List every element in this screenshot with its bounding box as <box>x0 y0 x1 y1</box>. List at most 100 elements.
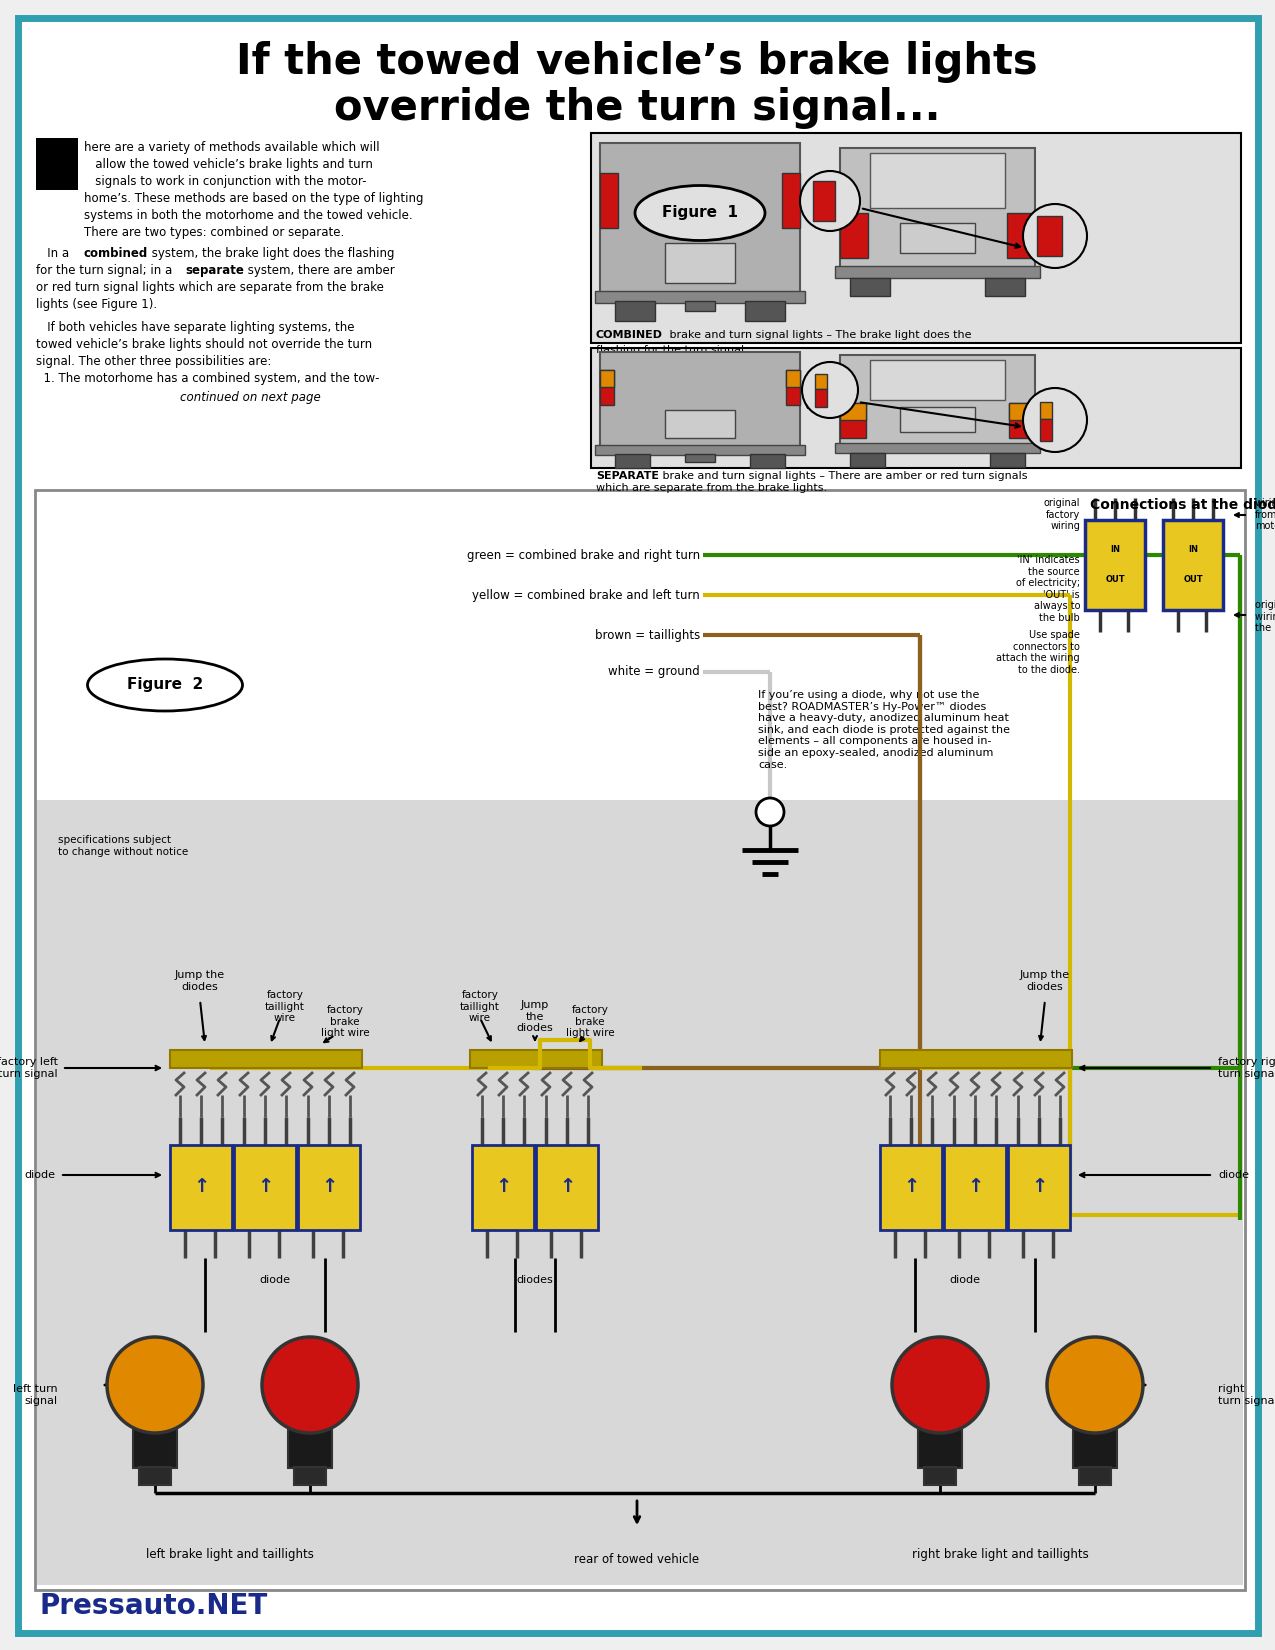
Bar <box>685 300 715 310</box>
Text: If both vehicles have separate lighting systems, the: If both vehicles have separate lighting … <box>36 322 354 333</box>
Text: Use spade
connectors to
attach the wiring
to the diode.: Use spade connectors to attach the wirin… <box>996 630 1080 675</box>
Bar <box>835 442 1040 454</box>
Text: SEPARATE: SEPARATE <box>595 470 659 482</box>
Text: separate: separate <box>185 264 244 277</box>
Bar <box>595 446 805 455</box>
Text: combined: combined <box>84 248 148 261</box>
Circle shape <box>799 172 861 231</box>
Bar <box>592 134 1241 343</box>
Bar <box>666 409 734 437</box>
Text: white = ground: white = ground <box>608 665 700 678</box>
Text: Jump the
diodes: Jump the diodes <box>175 970 226 992</box>
Text: ↑: ↑ <box>256 1178 273 1196</box>
Text: If you’re using a diode, why not use the
best? ROADMASTER’s Hy-Power™ diodes
hav: If you’re using a diode, why not use the… <box>759 690 1010 769</box>
Bar <box>133 1427 177 1468</box>
Bar <box>850 454 885 467</box>
Bar <box>840 403 866 437</box>
Bar <box>472 1145 534 1229</box>
Text: here are a variety of methods available which will: here are a variety of methods available … <box>84 140 380 153</box>
Bar <box>170 1049 362 1068</box>
Bar <box>840 403 866 421</box>
Text: override the turn signal...: override the turn signal... <box>334 87 940 129</box>
Bar <box>298 1145 360 1229</box>
Bar <box>601 144 799 294</box>
Text: ↑: ↑ <box>903 1178 919 1196</box>
Bar <box>785 370 799 404</box>
Text: specifications subject
to change without notice: specifications subject to change without… <box>57 835 189 856</box>
Text: systems in both the motorhome and the towed vehicle.: systems in both the motorhome and the to… <box>84 210 413 223</box>
Text: left brake light and taillights: left brake light and taillights <box>147 1548 314 1561</box>
Bar <box>870 360 1005 399</box>
Text: Pressauto.NET: Pressauto.NET <box>40 1592 268 1620</box>
Text: system, there are amber: system, there are amber <box>244 264 395 277</box>
Text: Connections at the diode...: Connections at the diode... <box>1090 498 1275 512</box>
Bar <box>601 351 799 447</box>
Circle shape <box>261 1336 358 1432</box>
Bar <box>666 243 734 284</box>
Circle shape <box>1047 1336 1142 1432</box>
Bar <box>835 266 1040 277</box>
Text: ↑: ↑ <box>321 1178 337 1196</box>
Circle shape <box>756 799 784 827</box>
Text: rear of towed vehicle: rear of towed vehicle <box>575 1553 700 1566</box>
Bar <box>536 1145 598 1229</box>
Bar <box>601 173 618 228</box>
Text: left turn
signal: left turn signal <box>13 1384 57 1406</box>
Circle shape <box>892 1336 988 1432</box>
Text: signal. The other three possibilities are:: signal. The other three possibilities ar… <box>36 355 272 368</box>
Bar <box>36 139 78 190</box>
Bar <box>900 408 975 432</box>
Bar <box>989 454 1025 467</box>
Text: right brake light and taillights: right brake light and taillights <box>912 1548 1089 1561</box>
Circle shape <box>1023 205 1088 267</box>
Bar <box>785 370 799 388</box>
Bar <box>601 370 615 404</box>
Bar <box>1079 1467 1111 1485</box>
Circle shape <box>802 361 858 417</box>
Text: ↑: ↑ <box>966 1178 983 1196</box>
Text: 'IN' indicates
the source
of electricity;
'OUT' is
always to
the bulb: 'IN' indicates the source of electricity… <box>1016 554 1080 624</box>
Text: Jump the
diodes: Jump the diodes <box>1020 970 1070 992</box>
Text: yellow = combined brake and left turn: yellow = combined brake and left turn <box>472 589 700 602</box>
Bar <box>615 454 650 469</box>
Text: COMBINED: COMBINED <box>595 330 663 340</box>
Bar <box>1037 216 1062 256</box>
Bar <box>924 1467 956 1485</box>
Bar <box>880 1145 942 1229</box>
Bar <box>295 1467 326 1485</box>
Text: signals to work in conjunction with the motor-: signals to work in conjunction with the … <box>84 175 366 188</box>
Text: right
turn signal: right turn signal <box>1218 1384 1275 1406</box>
Bar <box>840 148 1035 267</box>
Text: ↑: ↑ <box>1030 1178 1047 1196</box>
Bar <box>37 800 1243 1586</box>
Text: home’s. These methods are based on the type of lighting: home’s. These methods are based on the t… <box>84 191 423 205</box>
Text: original factory
wiring to
the bulb: original factory wiring to the bulb <box>1255 601 1275 634</box>
Text: 1. The motorhome has a combined system, and the tow-: 1. The motorhome has a combined system, … <box>36 371 380 384</box>
Text: for the turn signal; in a: for the turn signal; in a <box>36 264 176 277</box>
Text: or red turn signal lights which are separate from the brake: or red turn signal lights which are sepa… <box>36 280 384 294</box>
Bar <box>1009 1145 1070 1229</box>
Text: IN: IN <box>1111 546 1119 554</box>
Text: lights (see Figure 1).: lights (see Figure 1). <box>36 299 157 310</box>
Bar <box>685 454 715 462</box>
Text: green = combined brake and right turn: green = combined brake and right turn <box>467 548 700 561</box>
Text: diode: diode <box>950 1275 980 1285</box>
Bar <box>1009 403 1035 437</box>
Bar <box>782 173 799 228</box>
Text: brake and turn signal lights – There are amber or red turn signals: brake and turn signal lights – There are… <box>659 470 1028 482</box>
Text: ↑: ↑ <box>558 1178 575 1196</box>
Bar <box>944 1145 1006 1229</box>
Ellipse shape <box>635 185 765 241</box>
Bar <box>595 290 805 304</box>
Bar <box>235 1145 296 1229</box>
Bar <box>170 1145 232 1229</box>
Bar <box>900 223 975 252</box>
Bar <box>34 490 1244 1591</box>
Bar <box>1007 213 1035 257</box>
Text: flashing for the turn signal.: flashing for the turn signal. <box>595 345 747 355</box>
Text: Figure  2: Figure 2 <box>128 678 203 693</box>
Bar <box>288 1427 332 1468</box>
Text: There are two types: combined or separate.: There are two types: combined or separat… <box>84 226 344 239</box>
Text: factory
taillight
wire: factory taillight wire <box>265 990 305 1023</box>
Text: If the towed vehicle’s brake lights: If the towed vehicle’s brake lights <box>236 41 1038 82</box>
